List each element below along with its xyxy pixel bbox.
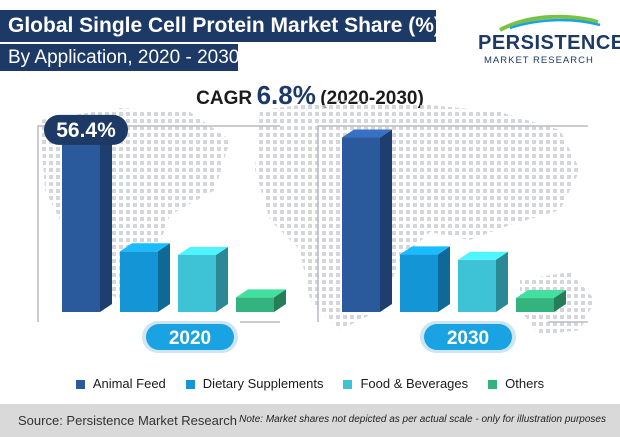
year-label: 2030: [447, 328, 489, 349]
legend-item-others: Others: [488, 376, 544, 391]
chart-panel-2030: 2030: [317, 125, 588, 353]
data-label-animal-feed: 56.4%: [44, 114, 128, 145]
bar-chart: 56.4% 2020 2030: [37, 100, 595, 353]
chart-subtitle: By Application, 2020 - 2030: [0, 44, 239, 71]
panel-frame: [37, 125, 280, 322]
chart-panel-2020: 56.4% 2020: [37, 114, 286, 353]
bar-dietary-supplements-2020: [120, 243, 170, 312]
bar-animal-feed-2030: [342, 129, 392, 312]
bar-others-2020: [236, 289, 286, 312]
legend: Animal Feed Dietary Supplements Food & Bev…: [0, 376, 620, 391]
panel-frame: [317, 125, 588, 322]
legend-item-animal-feed: Animal Feed: [75, 376, 166, 391]
legend-item-food-beverages: Food & Beverages: [343, 376, 468, 391]
bar-dietary-supplements-2030: [400, 246, 450, 312]
chart-title: Global Single Cell Protein Market Share …: [0, 10, 441, 42]
legend-label: Others: [505, 376, 545, 391]
logo-swoosh-icon: [499, 14, 601, 32]
bar-food-beverages-2020: [178, 246, 228, 312]
bar-others-2030: [516, 290, 566, 312]
legend-label: Food & Beverages: [360, 376, 469, 391]
legend-swatch: [75, 380, 85, 389]
logo-name: PERSISTENCE: [478, 32, 620, 54]
disclaimer-note: Note: Market shares not depicted as per …: [239, 414, 606, 425]
year-badge-2020: 2020: [142, 321, 238, 353]
bar-animal-feed-2020: [62, 132, 112, 312]
legend-item-dietary-supplements: Dietary Supplements: [185, 376, 324, 391]
legend-swatch: [343, 380, 353, 389]
legend-label: Animal Feed: [92, 376, 166, 391]
footer: Source: Persistence Market Research Note…: [0, 404, 620, 437]
cagr-label: CAGR: [196, 88, 253, 109]
year-label: 2020: [169, 328, 211, 349]
persistence-logo: PERSISTENCE MARKET RESEARCH: [470, 12, 620, 72]
source-text: Source: Persistence Market Research: [18, 413, 237, 428]
legend-label: Dietary Supplements: [202, 376, 324, 391]
legend-swatch: [185, 380, 195, 389]
title-bar: Global Single Cell Protein Market Share …: [0, 10, 455, 72]
year-badge-2030: 2030: [420, 321, 516, 353]
data-label-text: 56.4%: [56, 119, 116, 142]
logo-subtitle: MARKET RESEARCH: [484, 55, 594, 66]
legend-swatch: [488, 380, 498, 389]
bar-food-beverages-2030: [458, 251, 508, 312]
